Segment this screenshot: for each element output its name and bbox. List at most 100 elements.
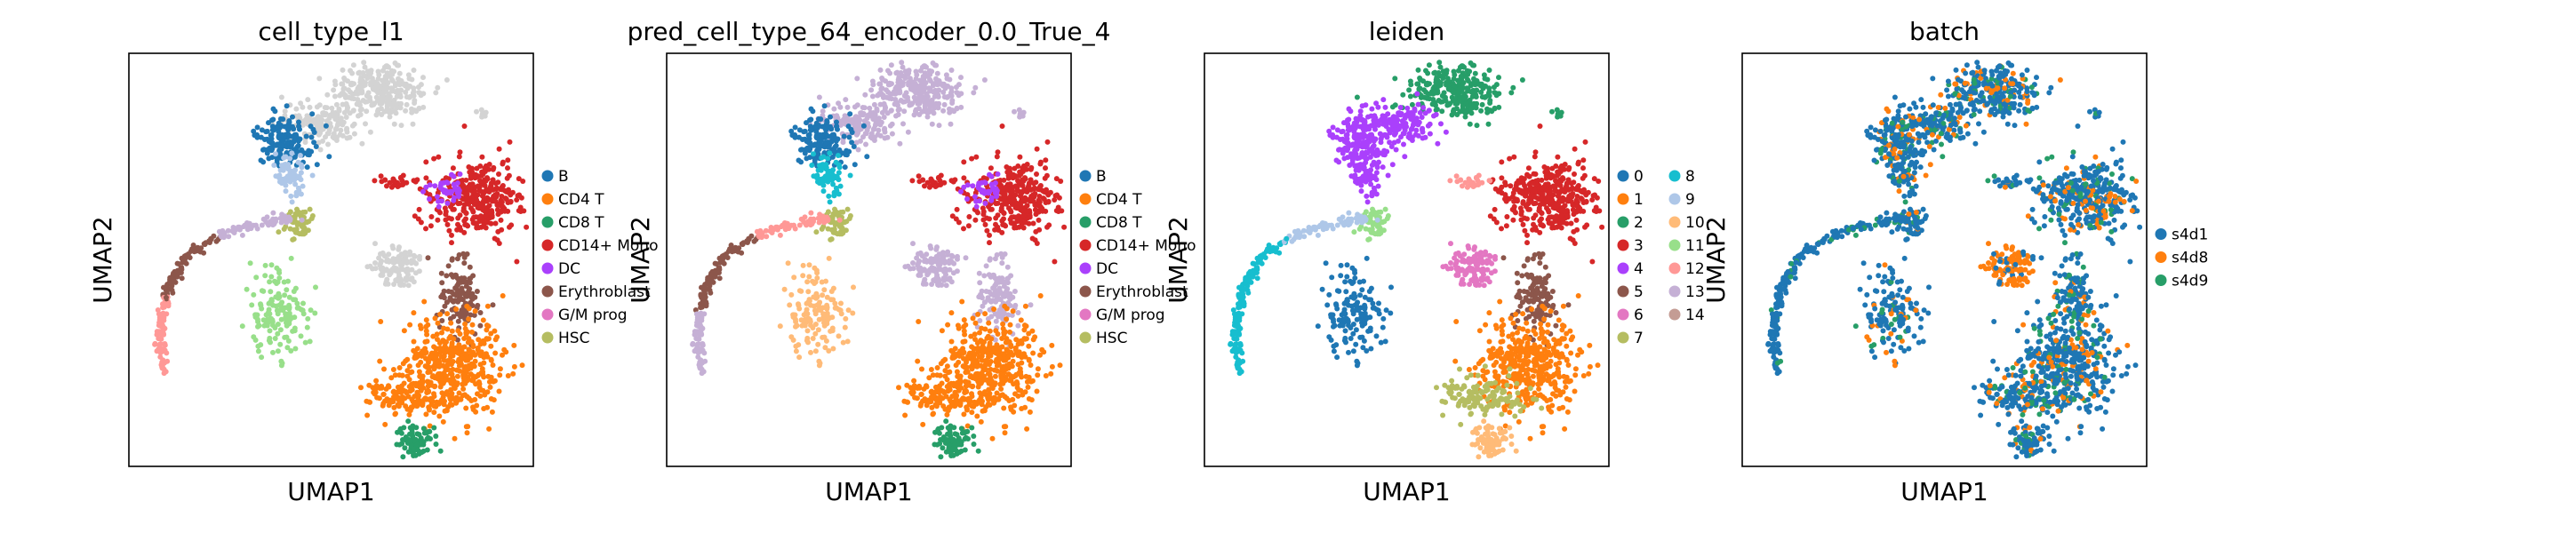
scatter-point	[380, 91, 387, 97]
scatter-point	[450, 359, 456, 364]
scatter-point	[484, 322, 490, 329]
scatter-point	[401, 282, 407, 288]
scatter-point	[979, 295, 985, 301]
scatter-points	[1228, 60, 1605, 460]
scatter-point	[191, 249, 197, 255]
scatter-point	[444, 273, 450, 279]
scatter-point	[441, 179, 447, 186]
scatter-point	[276, 229, 282, 235]
scatter-point	[416, 369, 422, 375]
scatter-point	[507, 224, 512, 230]
scatter-point	[1015, 322, 1021, 329]
scatter-point	[972, 359, 979, 365]
scatter-point	[1034, 146, 1040, 152]
scatter-point	[1026, 180, 1032, 187]
scatter-point	[404, 368, 411, 374]
scatter-point	[933, 76, 939, 82]
scatter-point	[475, 302, 481, 308]
scatter-point	[892, 101, 898, 107]
scatter-point	[364, 264, 371, 270]
scatter-point	[1424, 80, 1430, 86]
scatter-point	[982, 221, 988, 227]
scatter-point	[929, 68, 935, 75]
scatter-point	[475, 372, 481, 378]
axes-frame	[128, 52, 534, 467]
scatter-point	[396, 365, 403, 370]
scatter-point	[836, 147, 843, 153]
scatter-point	[472, 188, 477, 195]
scatter-point	[372, 266, 379, 272]
scatter-point	[195, 244, 201, 251]
scatter-point	[477, 322, 484, 329]
scatter-point	[876, 127, 882, 133]
scatter-point	[488, 374, 494, 380]
scatter-point	[273, 142, 278, 148]
scatter-point	[1007, 329, 1012, 335]
scatter-point	[449, 240, 454, 246]
scatter-point	[505, 165, 510, 171]
scatter-point	[1022, 175, 1028, 181]
scatter-point	[435, 320, 441, 326]
scatter-point	[443, 175, 449, 181]
scatter-point	[432, 183, 438, 189]
scatter-point	[439, 330, 444, 336]
scatter-point	[804, 306, 810, 313]
scatter-point	[950, 380, 956, 386]
legend-marker	[1079, 262, 1092, 274]
scatter-point	[405, 72, 412, 78]
scatter-point	[296, 123, 302, 130]
scatter-point	[450, 375, 456, 380]
scatter-point	[1452, 83, 1458, 89]
scatter-point	[493, 180, 499, 187]
scatter-point	[955, 253, 960, 259]
scatter-point	[418, 359, 424, 365]
scatter-point	[294, 206, 300, 212]
scatter-point	[409, 258, 414, 264]
scatter-point	[1392, 76, 1398, 82]
scatter-point	[1002, 251, 1008, 257]
scatter-point	[456, 390, 462, 396]
scatter-point	[876, 115, 882, 122]
legend-label: G/M prog	[558, 306, 628, 324]
legend-marker	[541, 216, 554, 228]
scatter-point	[461, 123, 468, 129]
scatter-point	[516, 176, 522, 182]
scatter-point	[470, 344, 476, 350]
scatter-point	[982, 200, 988, 206]
scatter-point	[964, 196, 970, 202]
scatter-point	[902, 412, 908, 418]
scatter-point	[470, 404, 476, 410]
scatter-point	[159, 365, 165, 371]
scatter-point	[395, 384, 401, 390]
scatter-point	[1022, 389, 1028, 395]
scatter-point	[453, 272, 459, 278]
scatter-point	[824, 294, 830, 300]
scatter-point	[979, 357, 985, 363]
scatter-point	[1022, 219, 1028, 226]
scatter-point	[412, 213, 418, 219]
scatter-point	[484, 389, 491, 395]
scatter-point	[164, 311, 170, 317]
scatter-point	[397, 275, 404, 282]
scatter-point	[974, 413, 980, 419]
scatter-point	[808, 106, 814, 112]
scatter-point	[378, 319, 384, 324]
scatter-point	[486, 162, 492, 167]
scatter-point	[800, 273, 806, 279]
scatter-point	[372, 178, 378, 184]
scatter-point	[1487, 100, 1493, 106]
scatter-point	[281, 155, 287, 161]
scatter-point	[286, 214, 292, 220]
scatter-point	[904, 382, 910, 388]
legend-label: CD4 T	[558, 191, 604, 209]
scatter-point	[398, 430, 404, 436]
scatter-point	[1014, 205, 1020, 211]
scatter-point	[1021, 322, 1028, 329]
scatter-point	[465, 424, 471, 430]
scatter-point	[924, 251, 930, 258]
scatter-point	[344, 135, 350, 141]
scatter-point	[244, 227, 251, 233]
scatter-point	[441, 370, 447, 377]
scatter-point	[815, 341, 821, 347]
scatter-point	[441, 325, 447, 331]
